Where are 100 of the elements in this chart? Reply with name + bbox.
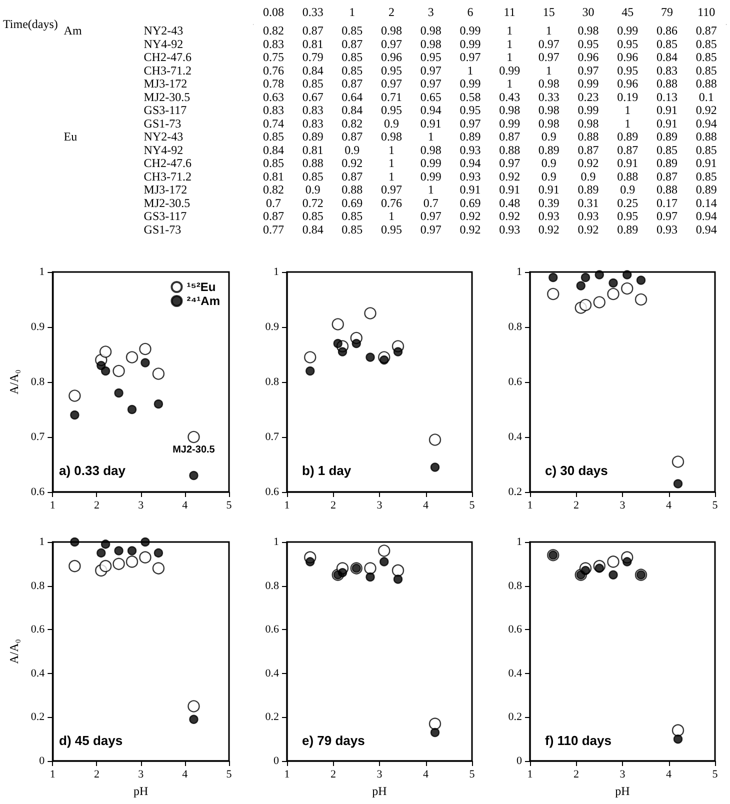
data-label: 0.98 [578, 24, 599, 38]
x-tick-label: 2 [574, 768, 579, 780]
data-label: 0.91 [420, 116, 442, 130]
point [622, 557, 632, 566]
point [607, 556, 620, 568]
y-tick-label: 0.4 [508, 431, 522, 443]
data-label: 0.96 [381, 50, 402, 64]
data-label: 0.91 [460, 182, 481, 197]
data-label: 0.82 [262, 24, 284, 38]
data-label: 0.97 [420, 209, 442, 224]
data-label: 0.89 [656, 130, 678, 144]
x-tick-label: 3 [620, 768, 626, 780]
point [580, 272, 590, 282]
y-tick-label: 1 [39, 536, 45, 548]
data-label: 0.97 [420, 63, 442, 78]
point [352, 338, 361, 348]
x-tick-label: 1 [284, 500, 290, 512]
x-tick-label: 1 [527, 500, 533, 512]
point [306, 366, 315, 376]
y-tick-label: MJ2-30.5 [144, 196, 190, 210]
y-tick-label: 0.2 [30, 711, 45, 724]
data-label: 0.92 [342, 156, 363, 170]
data-label: 0.92 [460, 209, 481, 224]
data-label: 0.88 [696, 76, 717, 91]
data-label: 0.84 [656, 50, 678, 64]
data-label: 0.64 [342, 90, 363, 104]
data-label: 0.84 [342, 103, 363, 118]
point [380, 557, 389, 566]
point [114, 388, 124, 398]
data-label: 1 [388, 209, 395, 224]
x-tick-label: 2 [574, 500, 579, 512]
x-axis-title: pH [615, 784, 630, 798]
data-label: 0.99 [499, 116, 520, 130]
data-label: 0.83 [262, 103, 284, 118]
data-label: 0.98 [538, 76, 560, 91]
y-tick-label: 0.4 [265, 667, 280, 680]
point [139, 551, 152, 564]
point [99, 560, 112, 572]
x-tick-label: 4 [666, 500, 672, 512]
data-label: 0.99 [578, 76, 599, 91]
x-tick-label: 1 [284, 768, 290, 780]
data-label: 0.97 [460, 116, 481, 130]
x-tick-label: 2 [94, 768, 100, 780]
data-label: 0.85 [656, 142, 678, 157]
point [189, 714, 198, 724]
y-tick-label: 0.6 [265, 624, 280, 636]
legend-label: ¹⁵²Eu [186, 280, 216, 294]
data-label: 0.99 [460, 76, 481, 91]
data-label: 0.1 [698, 90, 714, 104]
data-label: 1 [546, 63, 552, 78]
data-label: 0.95 [381, 222, 402, 236]
data-label: 0.84 [262, 142, 284, 157]
x-tick-label: 45 [622, 5, 634, 19]
y-tick-label: 1 [516, 536, 522, 548]
data-label: 0.99 [460, 24, 481, 38]
data-label: 0.98 [538, 116, 560, 130]
point [673, 479, 683, 488]
point [548, 272, 558, 282]
x-tick-label: 3 [428, 5, 434, 19]
point [306, 557, 315, 566]
data-label: 0.95 [617, 36, 638, 51]
y-tick-label: 0 [39, 755, 46, 767]
point [140, 537, 150, 547]
point [579, 298, 592, 312]
y-tick-label: 0.8 [30, 580, 46, 592]
y-axis-title: A/A₀ [7, 639, 21, 664]
point [636, 276, 646, 285]
data-label: 0.97 [578, 63, 599, 78]
point [100, 540, 110, 549]
data-label: 0.9 [620, 182, 636, 197]
data-label: 0.86 [656, 24, 678, 38]
data-label: 0.85 [342, 222, 363, 236]
data-label: 0.98 [578, 116, 599, 130]
y-tick-label: 1 [516, 266, 522, 278]
data-label: 0.97 [538, 36, 560, 51]
point [70, 537, 80, 547]
data-label: 0.95 [381, 63, 402, 78]
data-label: 0.9 [305, 182, 320, 197]
x-tick-label: 5 [712, 500, 718, 512]
x-tick-label: 4 [182, 500, 188, 512]
data-label: 0.77 [262, 222, 284, 236]
point [304, 351, 316, 364]
data-label: 0.69 [460, 196, 481, 210]
text: e) 79 days [302, 733, 365, 748]
data-label: 0.88 [578, 130, 599, 144]
data-label: 0.58 [460, 90, 481, 104]
data-label: 0.92 [499, 209, 520, 224]
data-label: 0.92 [460, 222, 481, 236]
point [672, 724, 684, 736]
point [380, 355, 389, 365]
y-tick-label: CH3-71.2 [144, 63, 192, 78]
data-label: 0.87 [499, 130, 520, 144]
x-tick-label: 3 [376, 500, 383, 512]
data-label: 0.99 [499, 63, 520, 78]
data-label: 0.89 [656, 156, 678, 170]
x-axis-title: pH [372, 784, 388, 798]
y-tick-label: 0.8 [265, 580, 280, 592]
y-tick-label: NY2-43 [144, 24, 184, 38]
x-tick-label: 4 [423, 500, 429, 512]
data-label: 0.13 [656, 90, 678, 104]
